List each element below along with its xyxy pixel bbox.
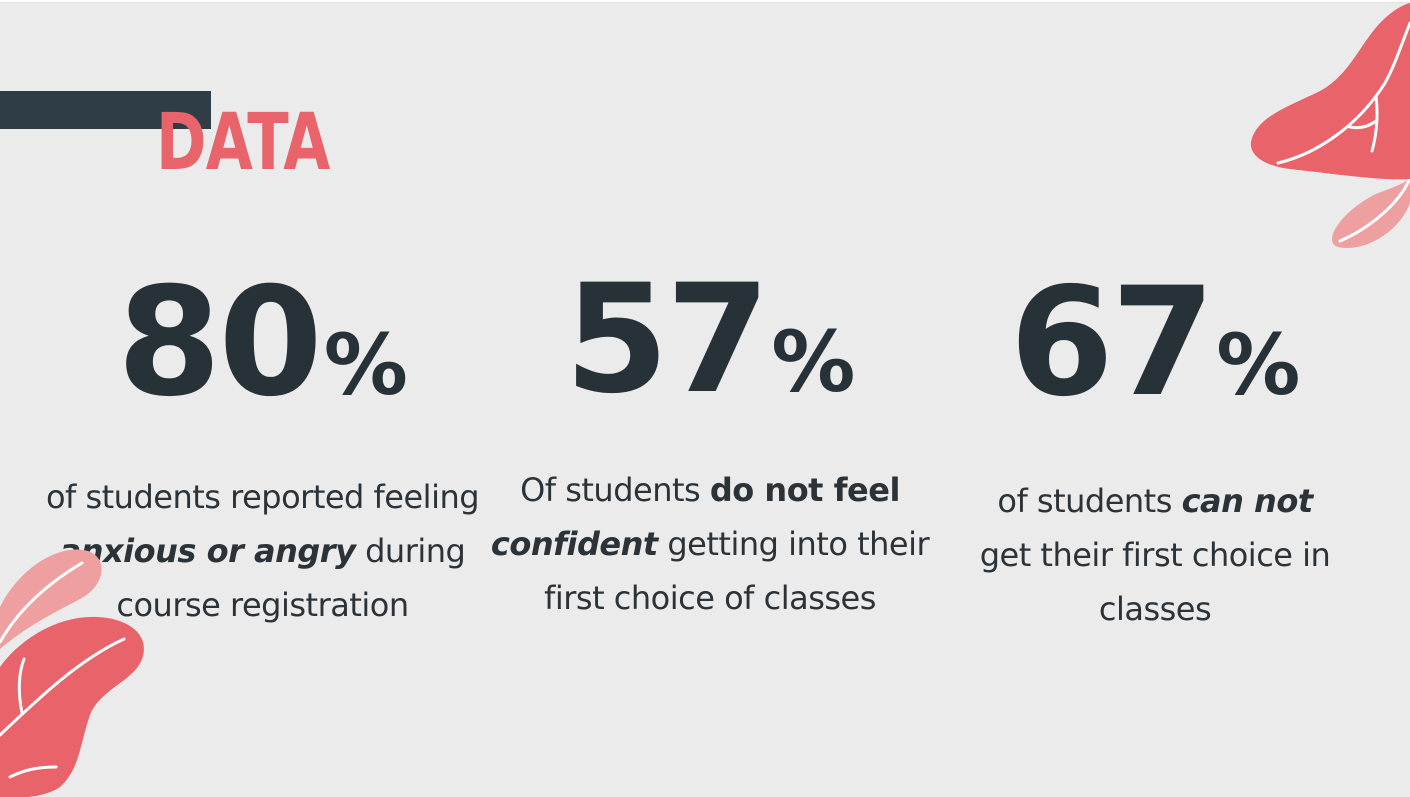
desc-emphasis: can not [1181,482,1314,520]
stat-unit: % [323,316,408,414]
stat-unit: % [771,313,856,411]
desc-emphasis-italic: confident [490,525,658,563]
desc-text: Of students [520,471,701,509]
stat-number: 80 [117,256,323,430]
title-accent-bar [0,91,211,129]
leaf-icon [1250,3,1410,248]
stat-block: 80% of students reported feeling anxious … [40,268,485,632]
stat-value: 80% [40,268,485,440]
stat-block: 57% Of students do not feel confident get… [490,265,930,625]
stat-number: 67 [1009,256,1216,430]
stat-value: 57% [490,265,930,437]
stat-number: 57 [564,253,771,427]
stat-unit: % [1216,316,1301,414]
desc-emphasis: anxious or angry [59,532,356,570]
stat-value: 67% [940,268,1370,440]
desc-text: get their first choice in classes [979,536,1331,628]
desc-text: of students [997,482,1172,520]
desc-emphasis: do not feel [709,471,901,509]
stat-description: Of students do not feel confident getting… [490,463,930,625]
stat-description: of students reported feeling anxious or a… [40,470,485,632]
slide-title: DATA [156,98,330,188]
leaf-icon [0,549,144,797]
desc-text: getting into their first choice of class… [544,525,930,617]
desc-text: of students reported feeling [45,478,480,516]
desc-text: during course registration [116,532,466,624]
stat-description: of students can not get their first choic… [940,474,1370,636]
stat-block: 67% of students can not get their first c… [940,268,1370,636]
